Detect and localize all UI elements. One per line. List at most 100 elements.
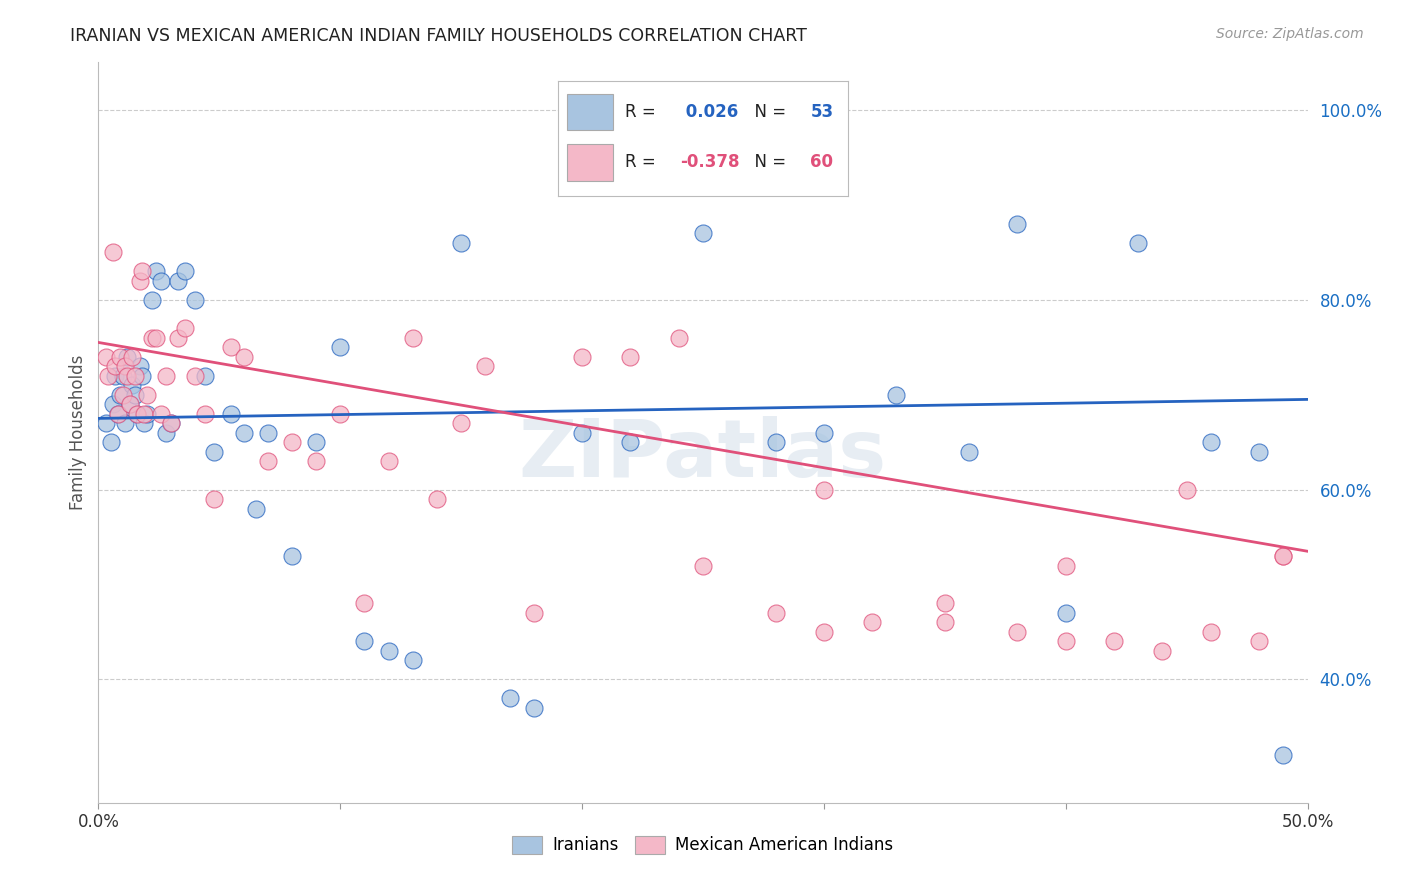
Point — [305, 435, 328, 450]
Point — [124, 387, 146, 401]
Text: IRANIAN VS MEXICAN AMERICAN INDIAN FAMILY HOUSEHOLDS CORRELATION CHART: IRANIAN VS MEXICAN AMERICAN INDIAN FAMIL… — [70, 27, 807, 45]
Point — [204, 491, 226, 506]
Point — [450, 235, 472, 250]
Point — [184, 368, 207, 383]
Point — [134, 407, 156, 421]
Point — [377, 454, 399, 468]
Point — [221, 340, 243, 354]
Point — [174, 264, 197, 278]
Point — [124, 368, 146, 383]
Point — [128, 274, 150, 288]
Point — [765, 606, 787, 620]
Point — [523, 701, 546, 715]
Point — [100, 435, 122, 450]
Point — [117, 350, 139, 364]
Point — [131, 264, 153, 278]
Point — [402, 653, 425, 667]
Point — [1272, 748, 1295, 763]
Point — [141, 293, 163, 307]
Point — [668, 331, 690, 345]
Point — [1199, 624, 1222, 639]
Point — [204, 444, 226, 458]
Point — [692, 558, 714, 573]
Point — [813, 483, 835, 497]
Point — [104, 359, 127, 374]
Text: Source: ZipAtlas.com: Source: ZipAtlas.com — [1216, 27, 1364, 41]
Point — [765, 435, 787, 450]
Point — [1199, 435, 1222, 450]
Point — [167, 274, 190, 288]
Point — [174, 321, 197, 335]
Point — [134, 416, 156, 430]
Point — [135, 407, 157, 421]
Point — [692, 227, 714, 241]
Point — [353, 597, 375, 611]
Point — [221, 407, 243, 421]
Point — [135, 387, 157, 401]
Point — [571, 350, 593, 364]
Point — [1054, 558, 1077, 573]
Point — [571, 425, 593, 440]
Point — [108, 387, 131, 401]
Point — [256, 425, 278, 440]
Point — [94, 350, 117, 364]
Point — [498, 691, 520, 706]
Point — [155, 368, 177, 383]
Point — [1007, 217, 1029, 231]
Point — [101, 397, 124, 411]
Point — [860, 615, 883, 630]
Point — [232, 425, 254, 440]
Point — [121, 350, 143, 364]
Point — [118, 397, 141, 411]
Point — [450, 416, 472, 430]
Point — [107, 407, 129, 421]
Point — [426, 491, 449, 506]
Point — [160, 416, 183, 430]
Point — [813, 624, 835, 639]
Point — [108, 350, 131, 364]
Legend: Iranians, Mexican American Indians: Iranians, Mexican American Indians — [506, 829, 900, 861]
Point — [155, 425, 177, 440]
Point — [127, 407, 149, 421]
Point — [1272, 549, 1295, 563]
Point — [114, 359, 136, 374]
Point — [94, 416, 117, 430]
Point — [934, 615, 956, 630]
Point — [118, 397, 141, 411]
Point — [957, 444, 980, 458]
Point — [145, 264, 167, 278]
Point — [107, 407, 129, 421]
Point — [377, 644, 399, 658]
Point — [329, 340, 352, 354]
Point — [101, 245, 124, 260]
Point — [886, 387, 908, 401]
Point — [97, 368, 120, 383]
Point — [1128, 235, 1150, 250]
Point — [111, 387, 134, 401]
Point — [150, 407, 173, 421]
Point — [353, 634, 375, 648]
Point — [1102, 634, 1125, 648]
Point — [121, 378, 143, 392]
Point — [194, 368, 217, 383]
Point — [184, 293, 207, 307]
Point — [1152, 644, 1174, 658]
Point — [1249, 444, 1271, 458]
Text: ZIPatlas: ZIPatlas — [519, 416, 887, 494]
Point — [1054, 606, 1077, 620]
Point — [117, 368, 139, 383]
Point — [1272, 549, 1295, 563]
Point — [934, 597, 956, 611]
Point — [523, 606, 546, 620]
Point — [127, 407, 149, 421]
Point — [474, 359, 496, 374]
Point — [114, 416, 136, 430]
Point — [141, 331, 163, 345]
Point — [131, 368, 153, 383]
Point — [160, 416, 183, 430]
Point — [256, 454, 278, 468]
Point — [1175, 483, 1198, 497]
Point — [619, 350, 641, 364]
Point — [329, 407, 352, 421]
Y-axis label: Family Households: Family Households — [69, 355, 87, 510]
